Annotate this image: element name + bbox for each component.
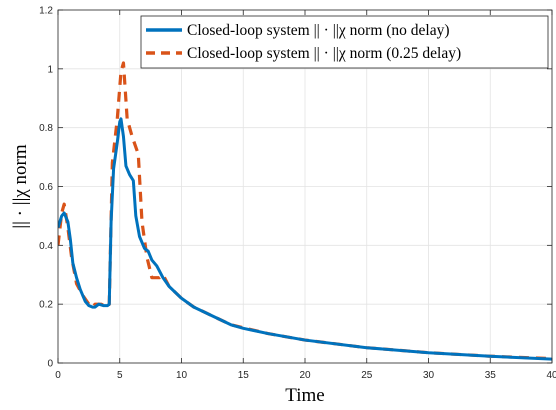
x-tick-label: 0	[55, 370, 61, 381]
legend-label-no-delay: Closed-loop system || · ||χ norm (no del…	[187, 22, 450, 39]
legend-box	[140, 15, 549, 69]
legend: Closed-loop system || · ||χ norm (no del…	[140, 15, 549, 69]
legend-label-delay: Closed-loop system || · ||χ norm (0.25 d…	[187, 45, 461, 62]
y-tick-label: 0.6	[39, 182, 53, 193]
series-layer	[58, 61, 552, 361]
x-tick-label: 30	[423, 370, 435, 381]
y-tick-label: 0	[47, 359, 53, 370]
x-tick-label: 15	[238, 370, 250, 381]
y-tick-label: 1	[47, 64, 53, 75]
x-tick-label: 5	[117, 370, 123, 381]
x-tick-label: 35	[485, 370, 497, 381]
y-tick-label: 0.8	[39, 123, 53, 134]
y-axis-title: || · ||χ norm	[10, 144, 31, 229]
y-tick-label: 1.2	[39, 6, 53, 17]
x-tick-label: 25	[361, 370, 373, 381]
x-tick-label: 40	[546, 370, 556, 381]
y-tick-label: 0.2	[39, 300, 53, 311]
series-line-no-delay	[58, 117, 552, 361]
x-tick-label: 10	[176, 370, 188, 381]
x-axis-title: Time	[285, 385, 324, 406]
ticks: 0 5 10 15 20 25 30 35 40 0 0.2 0.4 0.6 0.8 1 1.2	[39, 6, 556, 382]
x-tick-label: 20	[299, 370, 311, 381]
y-tick-label: 0.4	[39, 241, 53, 252]
